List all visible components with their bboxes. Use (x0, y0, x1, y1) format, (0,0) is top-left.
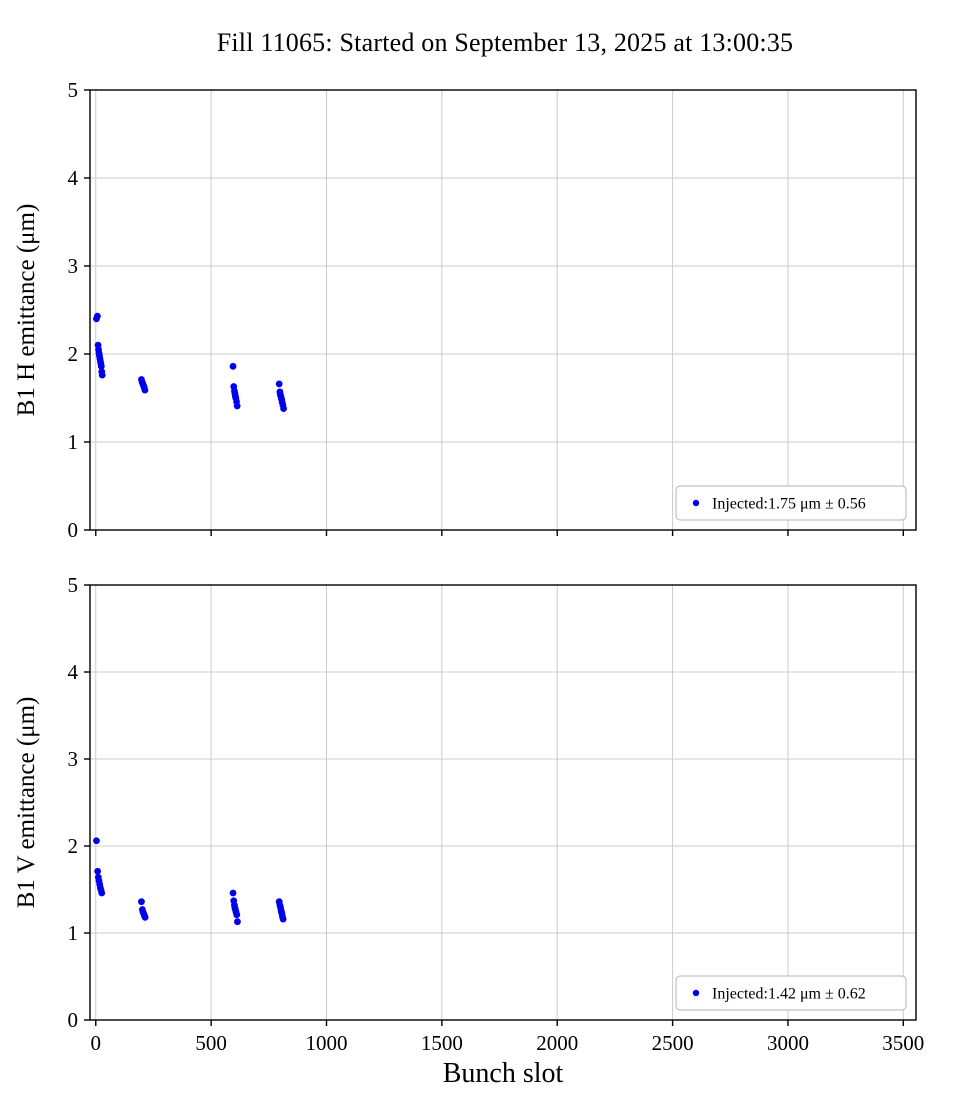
legend-label: Injected:1.75 μm ± 0.56 (712, 496, 866, 513)
legend-marker-icon (692, 989, 700, 997)
axes-frame (89, 89, 917, 531)
data-point (138, 898, 145, 906)
data-point (93, 312, 101, 320)
data-point (229, 889, 237, 897)
y-tick-label: 5 (68, 573, 79, 597)
data-point (98, 889, 106, 897)
x-tick-label: 2000 (536, 1031, 578, 1055)
x-tick-label: 3000 (767, 1031, 809, 1055)
data-point (98, 371, 106, 379)
y-tick-label: 0 (68, 518, 79, 542)
x-tick-label: 1500 (421, 1031, 463, 1055)
data-point (229, 362, 237, 370)
data-point (234, 918, 241, 926)
x-tick-label: 3500 (882, 1031, 924, 1055)
x-tick-label: 500 (195, 1031, 227, 1055)
x-tick-label: 0 (91, 1031, 102, 1055)
data-point (233, 402, 241, 410)
data-point (141, 913, 149, 921)
y-tick-label: 1 (68, 921, 79, 945)
y-tick-label: 0 (68, 1008, 79, 1032)
x-tick-label: 1000 (305, 1031, 347, 1055)
y-tick-label: 3 (68, 254, 79, 278)
y-tick-label: 2 (68, 342, 79, 366)
y-axis-label: B1 H emittance (μm) (13, 204, 40, 417)
subplot-b1-v-emittance: 0 500 1000 1500 2000 2500 3000 3500 0 1 2 3 4 5 B1 V e… (13, 573, 924, 1055)
x-tick-label: 2500 (652, 1031, 694, 1055)
data-point (280, 405, 287, 412)
legend-label: Injected:1.42 μm ± 0.62 (712, 986, 866, 1003)
y-tick-label: 5 (68, 78, 79, 102)
subplot-b1-h-emittance: 0 1 2 3 4 5 B1 H emittance (μm) Injected:1.75 μ… (13, 78, 917, 542)
data-point (94, 867, 102, 875)
figure-title: Fill 11065: Started on September 13, 202… (216, 28, 794, 57)
data-point (97, 362, 105, 370)
y-axis-label: B1 V emittance (μm) (13, 697, 40, 909)
y-tick-label: 1 (68, 430, 79, 454)
data-point (93, 837, 100, 845)
legend-box (675, 975, 907, 1011)
y-tick-label: 4 (68, 166, 79, 190)
legend-marker-icon (692, 499, 700, 507)
data-point (275, 380, 283, 388)
axes-frame (89, 584, 917, 1021)
x-axis-label: Bunch slot (443, 1058, 564, 1089)
data-point (279, 915, 287, 923)
data-point (233, 911, 241, 919)
data-point (141, 386, 149, 394)
y-tick-label: 3 (68, 747, 79, 771)
legend-box (675, 485, 907, 521)
y-tick-label: 4 (68, 660, 79, 684)
y-tick-label: 2 (68, 834, 79, 858)
